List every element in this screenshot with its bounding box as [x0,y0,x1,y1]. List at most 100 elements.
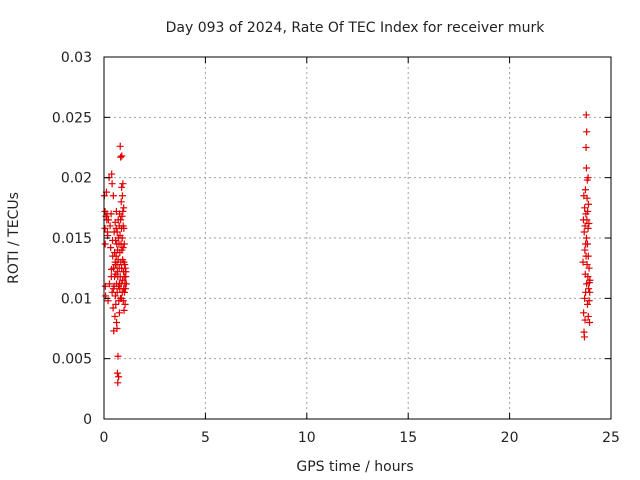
data-point [118,192,126,200]
data-point [121,285,129,293]
tick-labels: 0 5 10 15 20 25 0 0.005 0.01 0.015 0.02 0.025 0.03 [52,50,620,446]
data-point [109,285,117,293]
data-point [108,180,116,188]
data-point [585,220,593,228]
data-point [117,198,125,206]
data-point [115,280,123,288]
data-point [120,306,128,314]
data-point [119,207,127,215]
data-point [118,212,126,220]
data-point [101,282,109,290]
data-point [115,309,123,317]
y-tick-label: 0.01 [61,291,92,307]
data-point [112,252,120,260]
data-point [121,300,129,308]
data-point [582,234,590,242]
y-tick-label: 0.015 [52,231,92,247]
y-tick-label: 0 [83,412,92,428]
data-point [584,224,592,232]
data-point [584,273,592,281]
data-point [120,288,128,296]
data-point [581,186,589,194]
data-point [580,228,588,236]
data-point [114,379,122,387]
data-point [580,333,588,341]
data-point [122,280,130,288]
data-point [582,164,590,172]
data-point [120,204,128,212]
data-point [580,309,588,317]
data-point [105,280,113,288]
data-point [111,261,119,269]
y-tick-label: 0.03 [61,50,92,66]
data-point [583,240,591,248]
data-point [106,222,114,230]
data-point [581,246,589,254]
data-point [119,244,127,252]
data-point [109,304,117,312]
data-point [583,194,591,202]
data-point [113,369,121,377]
x-axis-label: GPS time / hours [296,459,413,475]
data-point [583,300,591,308]
data-point [585,264,593,272]
x-tick-label: 10 [298,430,316,446]
data-point [584,200,592,208]
x-tick-label: 0 [100,430,109,446]
axis-ticks [103,56,612,420]
data-point [585,285,593,293]
x-tick-label: 15 [399,430,417,446]
data-point [117,294,125,302]
data-point [107,244,115,252]
data-point [585,297,593,305]
data-point [117,153,125,161]
data-point [118,234,126,242]
data-point [116,142,124,150]
data-point [104,216,112,224]
data-point [584,174,592,182]
data-point [120,224,128,232]
x-tick-label: 5 [201,430,210,446]
data-point [107,273,115,281]
y-tick-label: 0.025 [52,110,92,126]
data-point [117,216,125,224]
data-point [108,170,116,178]
data-point [111,292,119,300]
data-point [121,264,129,272]
data-point [107,210,115,218]
data-point [121,261,129,269]
data-point [584,207,592,215]
data-point [584,312,592,320]
y-tick-label: 0.005 [52,352,92,368]
data-point [581,316,589,324]
data-point [113,228,121,236]
chart-title: Day 093 of 2024, Rate Of TEC Index for r… [166,20,546,36]
data-point [113,268,121,276]
data-point [101,240,109,248]
data-point [583,128,591,136]
data-point [111,312,119,320]
x-tick-label: 20 [501,430,519,446]
data-point [109,192,117,200]
grid-lines [104,57,611,419]
data-point [584,252,592,260]
data-point [579,258,587,266]
data-point [118,183,126,191]
data-point [582,111,590,119]
y-tick-label: 0.02 [61,171,92,187]
data-point [120,240,128,248]
data-point [586,288,594,296]
data-point [581,204,589,212]
data-point [101,224,109,232]
data-points [100,111,594,387]
data-point [113,325,121,332]
data-point [122,268,130,276]
data-point [115,373,123,381]
data-point [583,261,591,269]
data-point [586,276,594,284]
data-point [114,352,122,360]
data-point [113,318,121,326]
y-axis-label: ROTI / TECUs [6,192,22,284]
data-point [582,144,590,151]
